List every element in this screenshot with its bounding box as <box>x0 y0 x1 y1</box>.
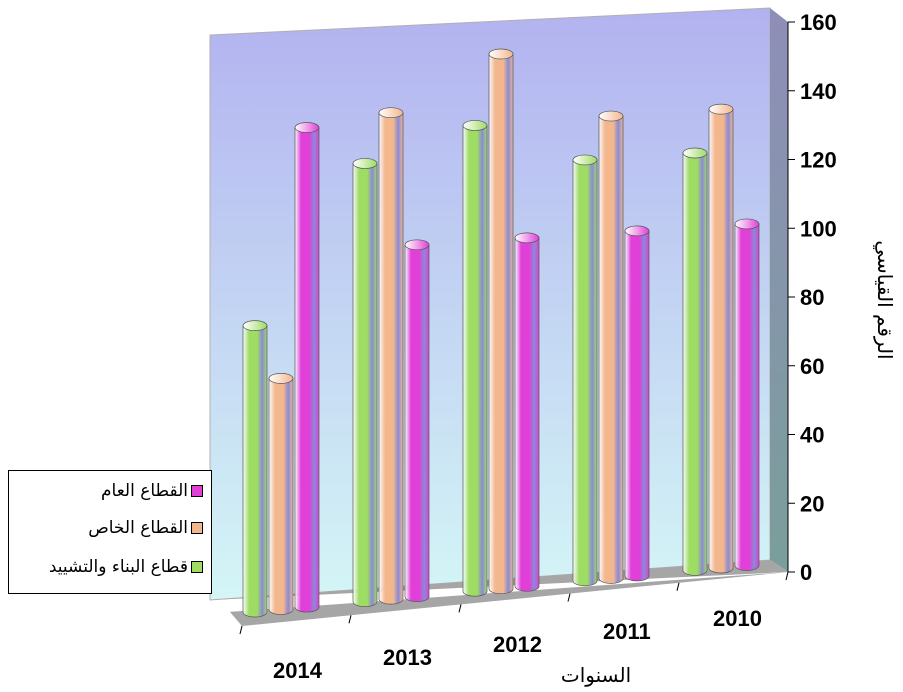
bar-cylinder <box>294 122 320 613</box>
legend-item-public-sector: القطاع العام <box>101 481 203 501</box>
bar-cylinder <box>462 120 488 597</box>
x-tick-mark <box>785 571 789 581</box>
legend-label-construction-sector: قطاع البناء والتشييد <box>48 557 188 577</box>
y-tick-label: 140 <box>800 79 837 104</box>
bar-cylinder <box>734 218 760 571</box>
x-tick-label: 2014 <box>273 658 323 683</box>
x-tick-mark <box>239 625 243 635</box>
bar-cylinder <box>488 48 514 595</box>
bar-cylinder <box>242 320 268 618</box>
legend-swatch-private-sector <box>191 522 203 534</box>
bar-cylinder <box>352 158 378 607</box>
x-tick-label: 2010 <box>713 606 762 631</box>
y-tick-label: 80 <box>800 285 824 310</box>
category-labels: 2014 2013 2012 2011 2010 <box>239 571 789 683</box>
legend-label-private-sector: القطاع الخاص <box>88 518 188 538</box>
x-tick-label: 2012 <box>493 632 542 657</box>
y-tick-label: 20 <box>800 491 824 516</box>
bar-cylinder <box>682 147 708 576</box>
value-axis: 0 20 40 60 80 100 120 140 160 <box>787 10 837 585</box>
bar-cylinder <box>514 232 540 592</box>
y-tick-label: 0 <box>800 560 812 585</box>
x-tick-mark <box>567 593 571 602</box>
y-tick-label: 100 <box>800 216 837 241</box>
legend-item-construction-sector: قطاع البناء والتشييد <box>49 557 203 577</box>
legend-item-private-sector: القطاع الخاص <box>88 518 203 538</box>
side-wall <box>770 8 788 572</box>
bar-cylinder <box>572 154 598 587</box>
y-tick-label: 120 <box>800 148 837 173</box>
bar-cylinder <box>624 225 650 582</box>
bar-cylinder <box>598 110 624 584</box>
bar-cylinder <box>268 373 294 615</box>
y-axis-title: الرقم القياسي <box>872 240 897 359</box>
legend: القطاع العام القطاع الخاص قطاع البناء وا… <box>8 470 212 594</box>
y-tick-label: 160 <box>800 10 837 35</box>
x-axis-title: السنوات <box>561 663 631 687</box>
y-tick-label: 40 <box>800 423 824 448</box>
bars-layer <box>242 48 760 618</box>
y-tick-label: 60 <box>800 354 824 379</box>
legend-swatch-construction-sector <box>191 561 203 573</box>
x-tick-mark <box>458 604 462 613</box>
bar-cylinder <box>404 239 430 603</box>
bar-cylinder <box>378 107 404 605</box>
legend-label-public-sector: القطاع العام <box>101 481 188 501</box>
x-tick-label: 2011 <box>603 619 651 644</box>
x-tick-mark <box>348 615 352 624</box>
x-tick-mark <box>676 582 680 591</box>
legend-swatch-public-sector <box>191 485 203 497</box>
x-tick-label: 2013 <box>383 645 432 670</box>
bar-cylinder <box>708 103 734 574</box>
